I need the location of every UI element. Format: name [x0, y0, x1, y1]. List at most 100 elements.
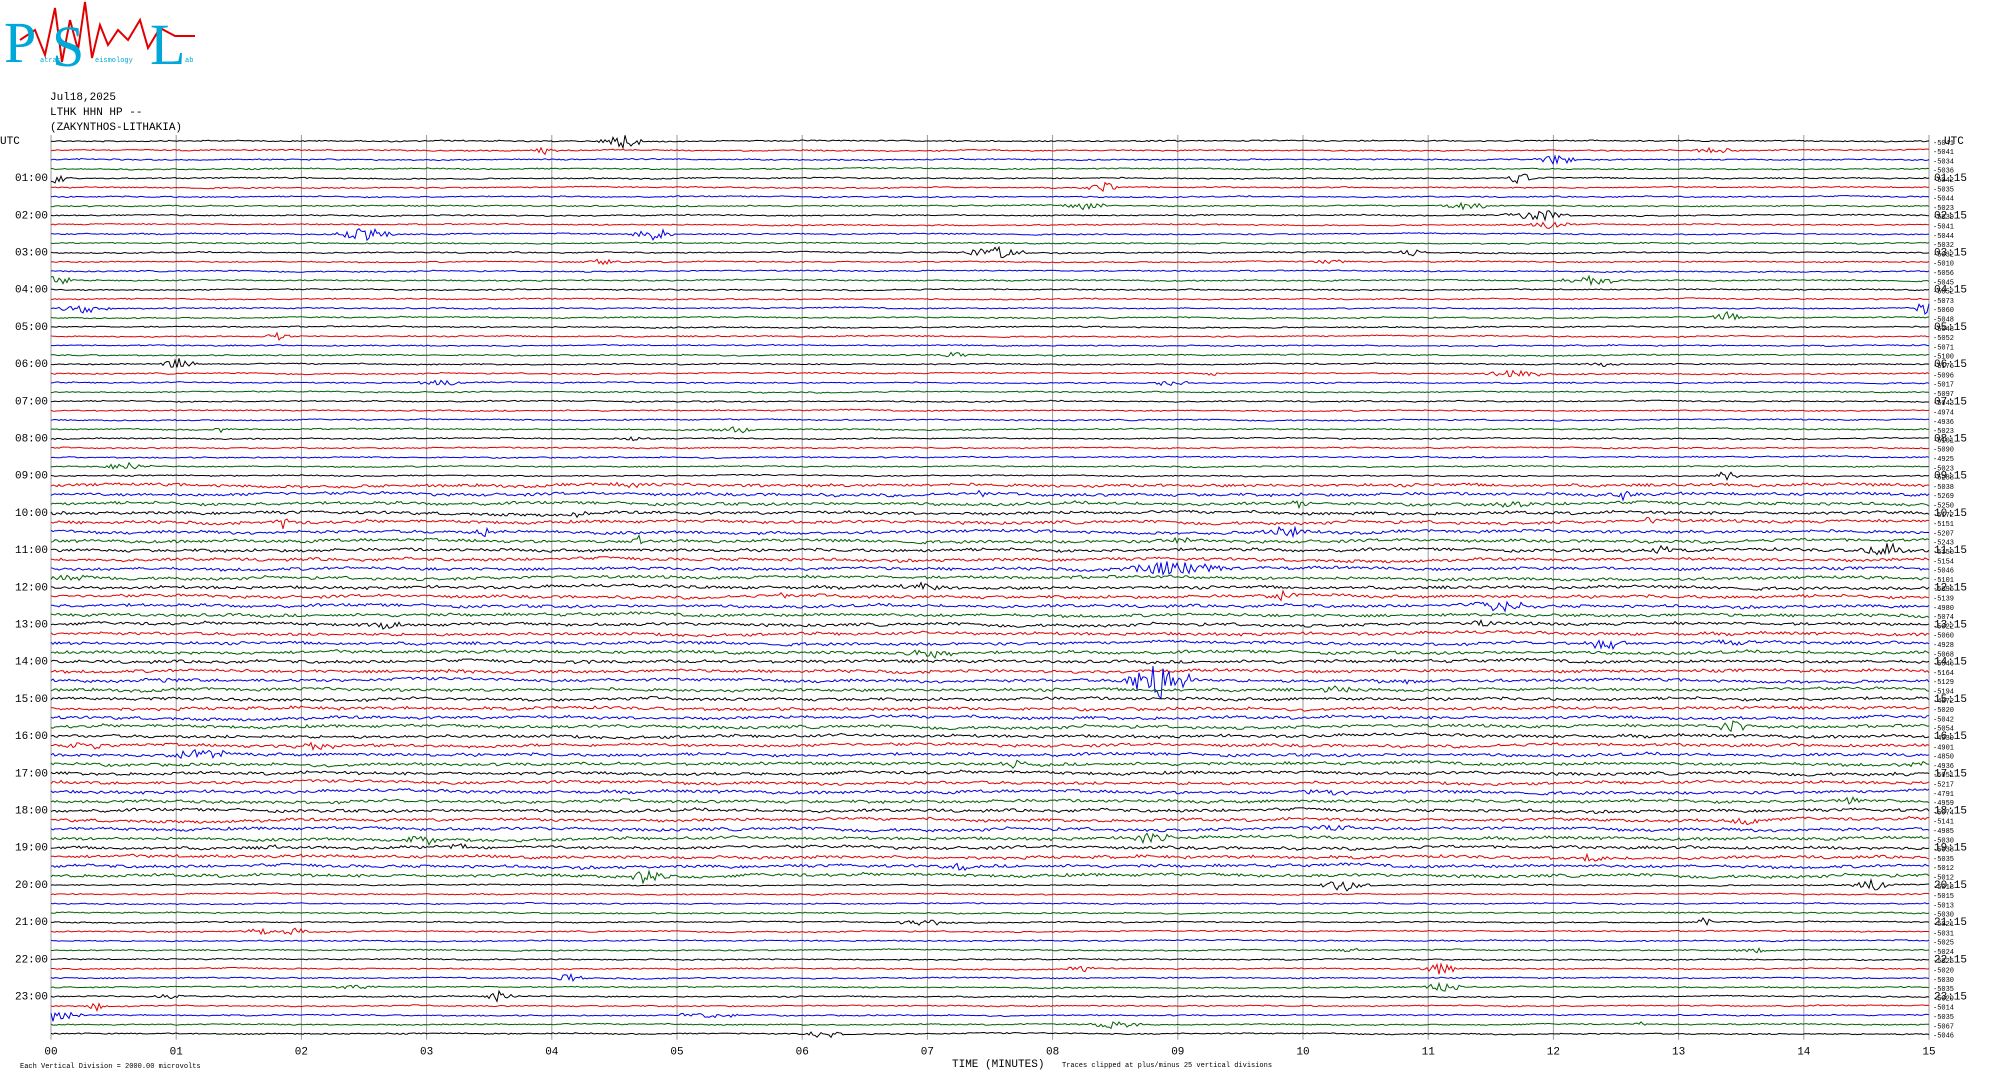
trace — [50, 911, 1930, 915]
trace — [50, 972, 1930, 983]
trace — [50, 461, 1930, 470]
logo-l: L — [150, 12, 185, 77]
trace-offset: -5020 — [1933, 968, 1954, 976]
trace — [50, 779, 1930, 787]
trace — [50, 181, 1930, 193]
hour-label-right: 11:15 — [1934, 545, 1967, 557]
trace-offset: -5269 — [1933, 493, 1954, 501]
trace — [50, 269, 1930, 274]
trace-offset: -5054 — [1933, 726, 1954, 734]
trace-offset: -5194 — [1933, 689, 1954, 697]
hour-label-right: 18:15 — [1934, 806, 1967, 818]
trace — [50, 481, 1929, 489]
trace-offset: -5074 — [1933, 809, 1954, 817]
hour-label-left: 09:00 — [15, 471, 48, 483]
hour-label-left: 20:00 — [15, 880, 48, 892]
trace-offset: -4959 — [1933, 800, 1954, 808]
trace-offset: -5012 — [1933, 865, 1954, 873]
hour-label-left: 21:00 — [15, 917, 48, 929]
trace — [50, 390, 1930, 394]
station: LTHK HHN HP -- — [50, 107, 142, 119]
trace-offset: -5010 — [1933, 261, 1954, 269]
trace — [50, 639, 1930, 651]
trace — [50, 796, 1930, 805]
trace — [50, 759, 1930, 769]
trace — [50, 917, 1930, 927]
trace-offset: -5032 — [1933, 242, 1954, 250]
x-tick-label: 04 — [545, 1047, 559, 1059]
trace-offset: -5051 — [1933, 772, 1954, 780]
trace-offset: -5041 — [1933, 140, 1954, 148]
hour-label-right: 15:15 — [1934, 694, 1967, 706]
logo-small: ab — [185, 57, 193, 65]
trace — [50, 379, 1930, 387]
trace-offset: -4939 — [1933, 735, 1954, 743]
x-tick-label: 09 — [1171, 1047, 1184, 1059]
trace-offset: -5041 — [1933, 224, 1954, 232]
trace — [50, 938, 1930, 943]
trace-offset: -5073 — [1933, 298, 1954, 306]
trace — [50, 619, 1930, 630]
trace-offset: -5035 — [1933, 986, 1954, 994]
trace-offset: -5096 — [1933, 372, 1954, 380]
trace — [50, 869, 1930, 885]
trace-offset: -5012 — [1933, 875, 1954, 883]
trace — [50, 534, 1930, 545]
trace — [50, 667, 1930, 675]
trace — [50, 769, 1930, 777]
trace-offset: -5139 — [1933, 596, 1954, 604]
logo-squiggle — [19, 1, 195, 63]
trace-offset: -5056 — [1933, 270, 1954, 278]
trace-offset: -5217 — [1933, 782, 1954, 790]
trace-offset: -4936 — [1933, 419, 1954, 427]
trace — [50, 611, 1930, 619]
hour-label-right: 08:15 — [1934, 434, 1967, 446]
hour-label-right: 03:15 — [1934, 248, 1967, 260]
trace — [50, 832, 1930, 846]
hour-label-left: 08:00 — [15, 434, 48, 446]
trace-offset: -5043 — [1933, 400, 1954, 408]
trace-offset: -5150 — [1933, 549, 1954, 557]
trace-offset: -5067 — [1933, 1023, 1954, 1031]
x-tick-label: 02 — [295, 1047, 308, 1059]
x-tick-label: 10 — [1296, 1047, 1309, 1059]
trace — [50, 154, 1930, 165]
hour-label-left: 06:00 — [15, 359, 48, 371]
hour-label-right: 04:15 — [1934, 285, 1967, 297]
trace-offset: -5023 — [1933, 205, 1954, 213]
trace — [51, 600, 1930, 613]
hour-label-left: 02:00 — [15, 210, 48, 222]
trace — [50, 1011, 1930, 1022]
trace-offset: -5154 — [1933, 558, 1954, 566]
trace-offset: -5035 — [1933, 1014, 1954, 1022]
trace-offset: -5048 — [1933, 317, 1954, 325]
trace-offset: -5046 — [1933, 1033, 1954, 1041]
hour-label-right: 20:15 — [1934, 880, 1967, 892]
right-axis-title: UTC — [1944, 136, 1964, 148]
trace-offset: -4928 — [1933, 642, 1954, 650]
trace-offset: -5288 — [1933, 475, 1954, 483]
x-axis-label: TIME (MINUTES) — [952, 1059, 1044, 1071]
trace — [50, 788, 1930, 796]
trace — [50, 981, 1930, 992]
trace-offset: -5024 — [1933, 949, 1954, 957]
hour-label-left: 04:00 — [15, 285, 48, 297]
hour-label-right: 23:15 — [1934, 992, 1967, 1004]
trace-offset: -4901 — [1933, 744, 1954, 752]
x-tick-label: 03 — [420, 1047, 433, 1059]
trace — [51, 343, 1930, 348]
trace-offset: -5022 — [1933, 623, 1954, 631]
trace-offset: -5020 — [1933, 707, 1954, 715]
trace-offset: -5207 — [1933, 530, 1954, 538]
trace — [50, 135, 1930, 150]
hour-label-right: 01:15 — [1934, 173, 1967, 185]
trace-offset: -5046 — [1933, 568, 1954, 576]
trace-offset: -4791 — [1933, 791, 1954, 799]
hour-label-left: 07:00 — [15, 396, 48, 408]
x-tick-label: 14 — [1797, 1047, 1811, 1059]
trace — [50, 399, 1929, 403]
hour-label-right: 17:15 — [1934, 768, 1967, 780]
hour-label-left: 15:00 — [15, 694, 48, 706]
trace-offset: -5052 — [1933, 335, 1954, 343]
trace — [50, 748, 1930, 760]
